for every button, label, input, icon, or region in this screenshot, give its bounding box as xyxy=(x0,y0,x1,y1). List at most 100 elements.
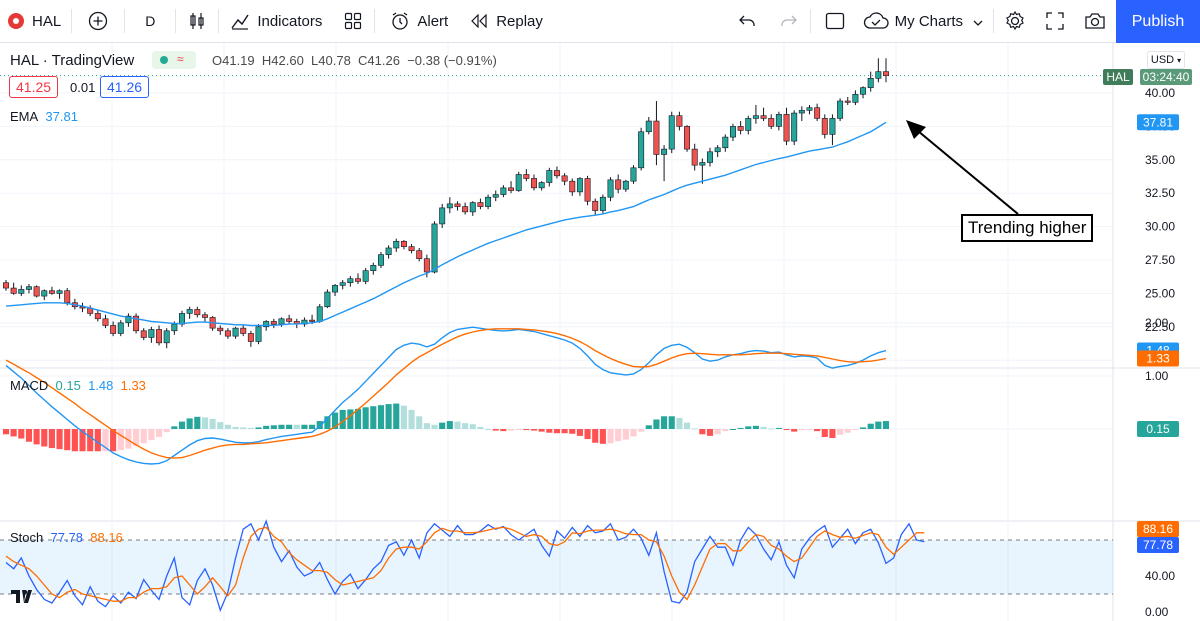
macd-hist-bar xyxy=(178,421,186,429)
candle-body xyxy=(638,131,645,169)
replay-icon xyxy=(468,10,490,32)
symbol-search-button[interactable]: HAL xyxy=(0,0,71,43)
candle xyxy=(752,105,759,124)
buy-price-button[interactable]: 41.26 xyxy=(100,76,150,98)
indicators-button[interactable]: Indicators xyxy=(219,0,332,43)
candle xyxy=(102,314,109,329)
my-charts-button[interactable]: My Charts xyxy=(859,0,993,43)
macd-hist-bar xyxy=(492,429,499,431)
toolbar-divider xyxy=(374,9,376,33)
candle-body xyxy=(615,179,622,190)
annotation-textbox[interactable]: Trending higher xyxy=(961,214,1094,242)
macd-hist-bar xyxy=(592,429,599,443)
market-open-dot-icon xyxy=(160,56,168,64)
ohlc-readout: O41.19 H42.60 L40.78 C41.26 −0.38 (−0.91… xyxy=(212,53,497,68)
macd-hist-bar xyxy=(668,416,675,429)
candle xyxy=(707,147,713,167)
macd-hist-bar xyxy=(584,429,591,440)
macd-hist-bar xyxy=(469,424,476,429)
replay-button[interactable]: Replay xyxy=(458,0,553,43)
candle xyxy=(270,318,277,329)
stoch-legend[interactable]: Stoch 77.78 88.16 xyxy=(10,530,123,545)
candle-body xyxy=(852,94,859,103)
candle-body xyxy=(102,318,109,326)
macd-hist-bar xyxy=(661,416,668,429)
macd-hist-bar xyxy=(538,429,545,432)
candle-body xyxy=(477,202,484,207)
candle xyxy=(676,111,683,131)
grid-lines xyxy=(0,43,1200,621)
currency-selector[interactable]: USD ▾ xyxy=(1147,51,1185,69)
symbol-label: HAL xyxy=(32,12,62,30)
fullscreen-button[interactable] xyxy=(1036,0,1074,43)
macd-hist-bar xyxy=(706,429,714,436)
toolbar-divider xyxy=(175,9,177,33)
tradingview-logo-icon[interactable] xyxy=(10,587,40,609)
change-value: −0.38 (−0.91%) xyxy=(407,53,497,68)
candle xyxy=(10,282,17,295)
candle-body xyxy=(814,107,821,119)
macd-hist-bar xyxy=(186,418,193,429)
low-value: L40.78 xyxy=(311,53,351,68)
candle xyxy=(416,247,423,262)
candle xyxy=(247,330,254,347)
arrow-shaft xyxy=(911,125,1019,215)
candle-body xyxy=(607,179,614,198)
macd-hist-bar xyxy=(10,429,17,437)
symbol-price-badge: HAL xyxy=(1106,70,1130,84)
candle xyxy=(477,198,484,210)
chart-canvas[interactable]: 40.0037.5035.0032.5030.0027.5025.0022.50… xyxy=(0,43,1200,621)
macd-hist-bar xyxy=(278,424,285,429)
square-layout-icon xyxy=(825,12,844,30)
macd-hist-bar xyxy=(309,424,316,429)
chart-title: HAL · TradingView xyxy=(10,52,135,69)
candle-body xyxy=(3,282,9,289)
candle-body xyxy=(179,313,185,325)
ema-legend[interactable]: EMA 37.81 xyxy=(10,109,78,124)
axis-tick-label: 22.50 xyxy=(1145,320,1175,334)
alert-button[interactable]: Alert xyxy=(375,0,458,43)
candle xyxy=(714,145,721,158)
candle xyxy=(385,245,392,259)
candle-body xyxy=(393,240,400,249)
countdown-badge-bg xyxy=(1140,69,1192,85)
publish-button[interactable]: Publish xyxy=(1116,0,1200,43)
macd-legend[interactable]: MACD 0.15 1.48 1.33 xyxy=(10,378,146,393)
candle-body xyxy=(362,270,369,282)
candle-body xyxy=(270,321,277,325)
candle xyxy=(446,197,453,214)
candle xyxy=(393,238,400,252)
candle-body xyxy=(423,258,430,273)
undo-button[interactable] xyxy=(726,0,768,43)
settings-button[interactable] xyxy=(994,0,1036,43)
macd-hist-bar xyxy=(171,426,178,429)
sell-price-button[interactable]: 41.25 xyxy=(9,76,59,98)
candle-body xyxy=(599,196,606,211)
chart-type-button[interactable] xyxy=(176,0,218,43)
snapshot-button[interactable] xyxy=(1074,0,1116,43)
templates-button[interactable] xyxy=(332,0,374,43)
macd-hist-bar xyxy=(882,421,890,429)
candle xyxy=(179,310,185,327)
macd-hist-bar xyxy=(117,429,124,451)
redo-button[interactable] xyxy=(768,0,810,43)
axis-tick-label: 2.00 xyxy=(1145,316,1169,330)
candle-body xyxy=(806,107,813,111)
compare-symbol-button[interactable] xyxy=(72,0,124,43)
undo-icon xyxy=(738,15,755,26)
layout-button[interactable] xyxy=(811,0,859,43)
chart-area[interactable]: 40.0037.5035.0032.5030.0027.5025.0022.50… xyxy=(0,43,1200,621)
interval-button[interactable]: D xyxy=(125,0,175,43)
macd-hist-bar xyxy=(155,429,163,437)
candle-body xyxy=(653,120,660,155)
macd-hist-bar xyxy=(615,429,622,442)
candle-body xyxy=(760,115,767,119)
macd-hist-bar xyxy=(71,429,78,452)
candle xyxy=(653,101,660,166)
candle-body xyxy=(791,112,798,142)
candle-body xyxy=(630,167,637,182)
cloud-check-icon xyxy=(863,10,889,32)
candle-body xyxy=(508,187,515,191)
macd-hist-bar xyxy=(699,429,706,435)
candle xyxy=(439,203,446,228)
